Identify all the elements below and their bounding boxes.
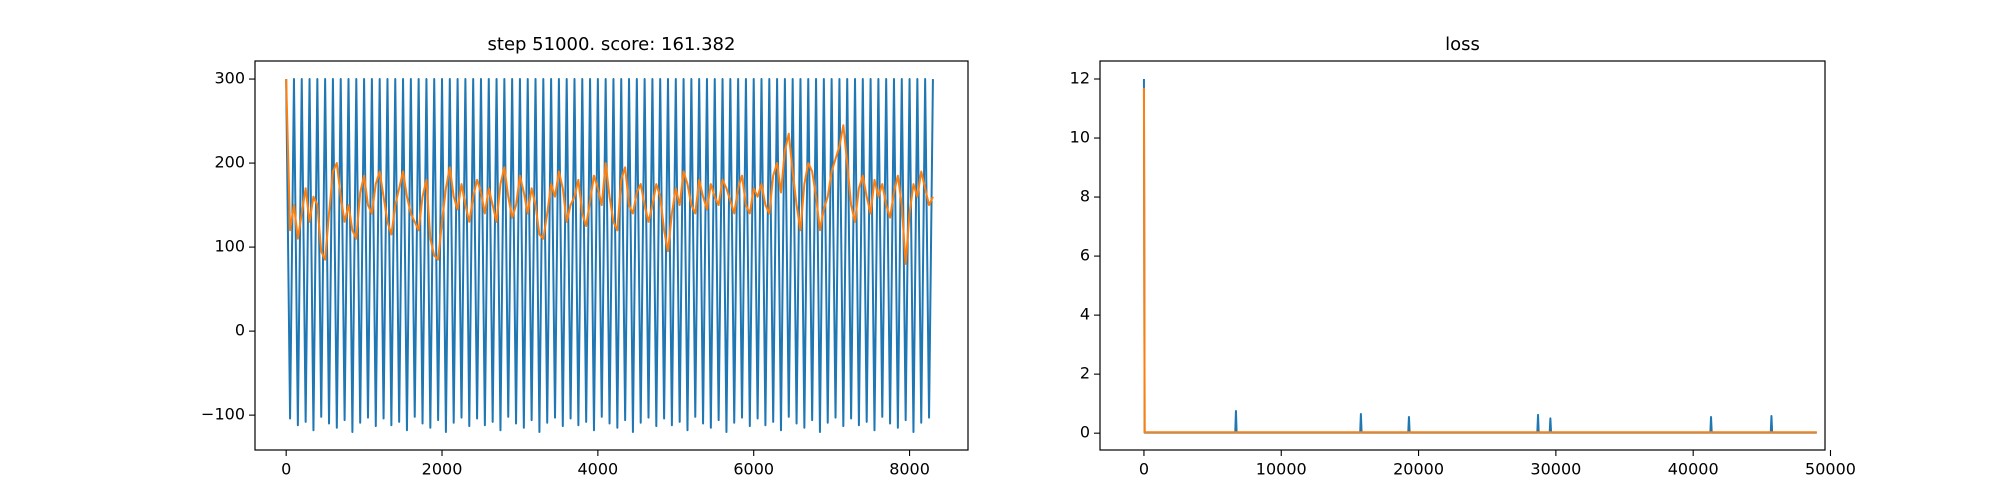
plot-area [1142, 78, 1817, 434]
x-tick-label: 40000 [1668, 460, 1719, 479]
plot-area [285, 78, 934, 433]
x-tick-label: 50000 [1805, 460, 1856, 479]
y-tick-label: −100 [201, 405, 245, 424]
y-tick-label: 12 [1070, 69, 1090, 88]
x-tick-label: 8000 [889, 460, 930, 479]
axes-frame [254, 60, 969, 451]
line-series [285, 79, 934, 265]
y-tick-label: 2 [1080, 364, 1090, 383]
x-tick-label: 30000 [1530, 460, 1581, 479]
x-tick-label: 20000 [1393, 460, 1444, 479]
y-tick-label: 6 [1080, 246, 1090, 265]
line-series [1142, 87, 1817, 434]
y-tick-label: 4 [1080, 305, 1090, 324]
x-tick-label: 6000 [733, 460, 774, 479]
line-series [285, 78, 934, 433]
y-tick-label: 0 [1080, 423, 1090, 442]
x-tick-label: 10000 [1256, 460, 1307, 479]
axes-title: step 51000. score: 161.382 [488, 34, 736, 55]
y-tick-label: 0 [235, 321, 245, 340]
x-tick-label: 2000 [422, 460, 463, 479]
x-tick-label: 0 [1139, 460, 1149, 479]
axes-frame [1099, 60, 1826, 451]
x-tick-label: 4000 [578, 460, 619, 479]
y-tick-label: 300 [214, 69, 245, 88]
y-tick-label: 10 [1070, 128, 1090, 147]
y-tick-label: 100 [214, 237, 245, 256]
x-tick-label: 0 [281, 460, 291, 479]
y-tick-label: 200 [214, 153, 245, 172]
axes-title: loss [1445, 34, 1480, 55]
y-tick-label: 8 [1080, 187, 1090, 206]
line-series [1142, 78, 1817, 434]
